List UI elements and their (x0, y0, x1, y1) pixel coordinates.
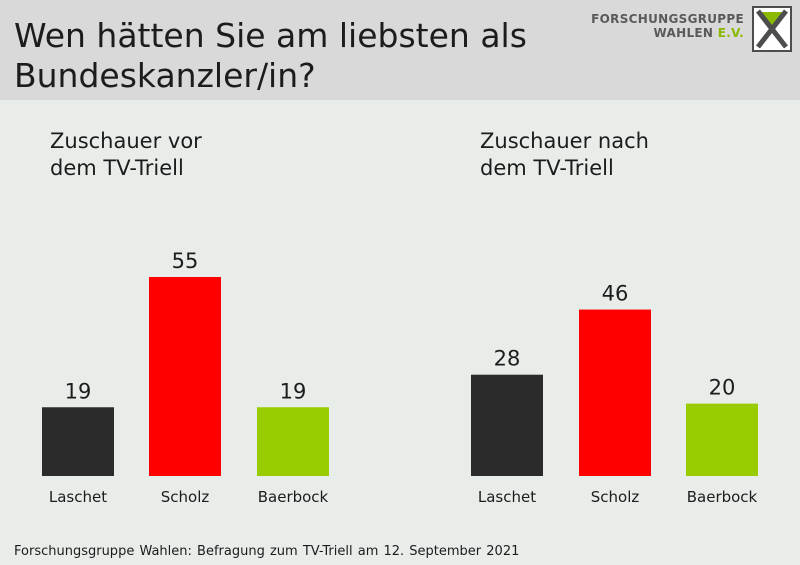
bar-baerbock-before (257, 407, 329, 476)
value-label: 46 (602, 282, 629, 306)
category-label: Scholz (591, 488, 640, 506)
logo-line1: FORSCHUNGSGRUPPE (591, 12, 744, 26)
logo-line2-main: WAHLEN (653, 26, 718, 40)
panel-title-after: Zuschauer nach dem TV-Triell (480, 129, 649, 180)
page-title: Wen hätten Sie am liebsten als Bundeskan… (14, 16, 527, 95)
logo-mark-icon (752, 6, 792, 52)
source-footer: Forschungsgruppe Wahlen: Befragung zum T… (14, 544, 520, 559)
value-label: 19 (65, 379, 92, 403)
bar-scholz-before (149, 277, 221, 476)
value-label: 19 (280, 379, 307, 403)
bar-baerbock-after (686, 403, 758, 476)
value-label: 20 (709, 376, 736, 400)
category-label: Baerbock (687, 488, 758, 506)
logo-line2: WAHLEN E.V. (591, 26, 744, 40)
logo-line2-accent: E.V. (717, 26, 744, 40)
bar-scholz-after (579, 309, 651, 476)
value-label: 55 (172, 249, 199, 273)
category-label: Laschet (49, 488, 107, 506)
logo-text: FORSCHUNGSGRUPPE WAHLEN E.V. (591, 12, 744, 40)
bar-laschet-before (42, 407, 114, 476)
value-label: 28 (494, 347, 521, 371)
category-label: Laschet (478, 488, 536, 506)
category-label: Scholz (161, 488, 210, 506)
panel-title-before: Zuschauer vor dem TV-Triell (50, 129, 202, 180)
category-label: Baerbock (258, 488, 329, 506)
bar-laschet-after (471, 374, 543, 476)
header-bar: Wen hätten Sie am liebsten als Bundeskan… (0, 0, 800, 100)
